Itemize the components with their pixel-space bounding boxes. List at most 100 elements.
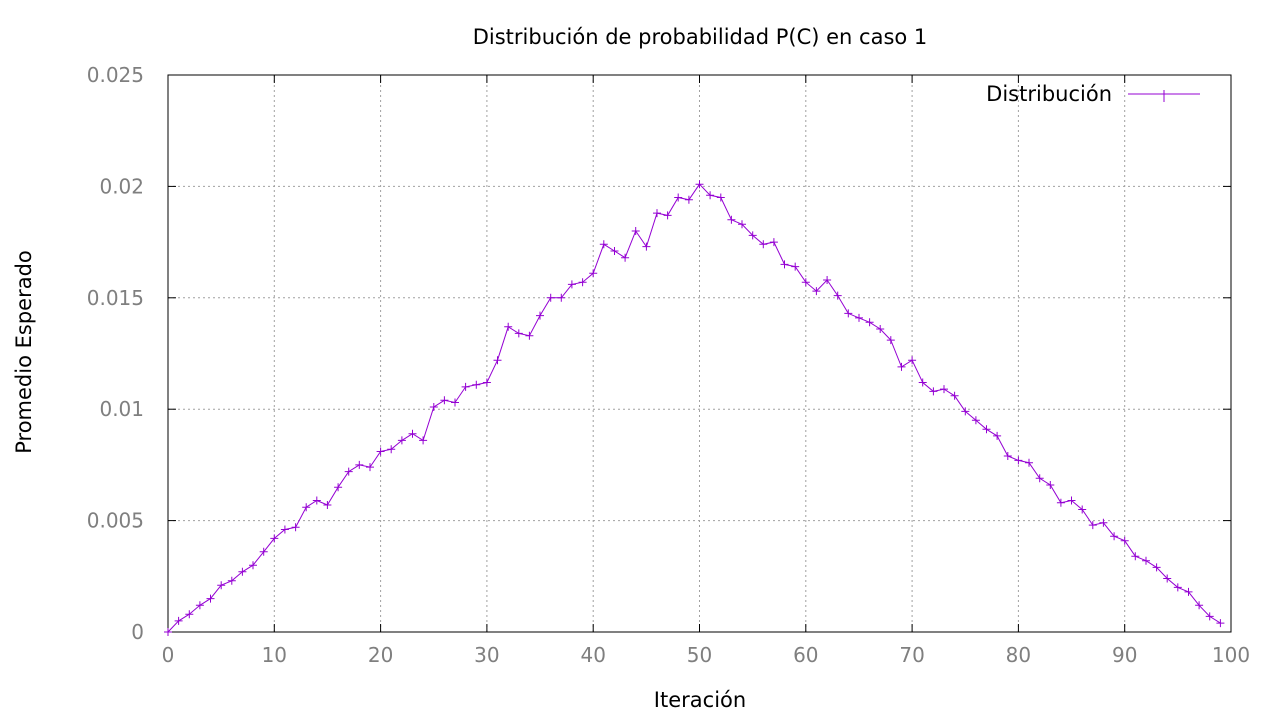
data-point <box>738 220 746 229</box>
data-point <box>1184 587 1193 596</box>
data-point <box>940 385 948 394</box>
data-point <box>876 325 885 333</box>
x-tick-label: 0 <box>162 643 175 667</box>
legend-marker <box>1160 90 1168 102</box>
data-point <box>1120 536 1129 545</box>
x-tick-label: 60 <box>793 643 818 667</box>
data-point <box>482 378 491 387</box>
data-point <box>493 356 502 365</box>
data-point <box>1067 496 1076 505</box>
data-point <box>716 193 725 202</box>
y-tick-label: 0.02 <box>99 174 144 198</box>
data-point <box>366 463 374 472</box>
data-point <box>546 293 555 302</box>
data-point <box>897 362 906 371</box>
data-point <box>238 567 247 576</box>
data-point <box>971 416 980 425</box>
data-point <box>408 429 417 438</box>
data-point <box>504 322 513 331</box>
data-point <box>780 260 789 269</box>
data-point <box>610 247 619 255</box>
y-tick-label: 0.025 <box>87 63 144 87</box>
plot-frame <box>167 74 1232 633</box>
data-point <box>567 280 576 289</box>
data-point <box>1216 619 1225 628</box>
data-point <box>344 467 353 476</box>
data-point <box>1056 498 1065 507</box>
data-point <box>472 380 481 389</box>
data-point <box>270 534 279 543</box>
data-point <box>993 431 1002 440</box>
chart-title: Distribución de probabilidad P(C) en cas… <box>473 25 928 49</box>
y-tick-label: 0 <box>131 620 144 644</box>
x-tick-label: 70 <box>899 643 924 667</box>
data-point <box>855 313 863 322</box>
data-point <box>525 331 534 340</box>
data-point <box>280 525 289 534</box>
data-point <box>355 460 364 469</box>
data-point <box>1163 574 1172 583</box>
data-point <box>397 436 406 445</box>
data-point <box>961 407 970 416</box>
data-point <box>536 311 544 320</box>
data-point <box>727 215 736 224</box>
data-point <box>291 523 300 532</box>
series-group <box>164 180 1225 636</box>
data-point <box>1142 556 1150 565</box>
data-point <box>631 227 640 235</box>
x-axis: 0 10 20 30 40 50 60 70 80 90 100 <box>162 75 1250 667</box>
data-point <box>865 318 874 327</box>
data-point <box>514 329 523 338</box>
data-point <box>684 195 693 204</box>
data-point <box>451 398 459 407</box>
data-point <box>440 396 449 405</box>
data-point <box>844 309 853 318</box>
data-point <box>1131 552 1140 561</box>
legend: Distribución <box>986 82 1200 106</box>
data-point <box>918 378 927 387</box>
data-point <box>227 576 236 585</box>
data-point <box>674 193 683 202</box>
data-point <box>376 447 385 456</box>
data-point <box>929 387 938 396</box>
data-point <box>461 382 470 391</box>
y-tick-label: 0.005 <box>87 509 144 533</box>
data-point <box>886 336 895 345</box>
data-point <box>1088 521 1097 530</box>
data-point <box>1152 563 1161 572</box>
x-tick-label: 90 <box>1112 643 1137 667</box>
data-point <box>1195 601 1204 610</box>
x-tick-label: 100 <box>1212 643 1250 667</box>
data-point <box>791 262 800 271</box>
data-point <box>833 291 842 300</box>
data-point <box>823 276 832 284</box>
data-point <box>589 269 598 278</box>
data-point <box>653 209 661 218</box>
data-point <box>982 425 991 434</box>
data-point <box>302 503 311 512</box>
data-point <box>769 238 778 247</box>
data-point <box>1173 583 1182 592</box>
x-tick-label: 30 <box>474 643 499 667</box>
y-tick-label: 0.015 <box>87 286 144 310</box>
data-point <box>1035 474 1044 483</box>
x-tick-label: 80 <box>1006 643 1031 667</box>
data-point <box>695 180 704 189</box>
data-point <box>950 391 959 400</box>
y-axis: 0 0.005 0.01 0.015 0.02 0.025 <box>87 63 1231 644</box>
y-tick-label: 0.01 <box>99 397 144 421</box>
x-axis-title: Iteración <box>654 688 746 712</box>
data-point <box>217 581 226 590</box>
grid <box>168 75 1231 632</box>
data-point <box>174 616 183 625</box>
legend-label: Distribución <box>986 82 1112 106</box>
data-point <box>259 547 268 556</box>
data-point <box>419 436 428 445</box>
data-point <box>1078 505 1087 514</box>
data-point <box>195 601 204 610</box>
data-point <box>429 403 438 411</box>
data-point <box>312 496 321 505</box>
data-point <box>323 501 332 509</box>
data-point <box>801 278 810 287</box>
data-point <box>1205 612 1214 621</box>
